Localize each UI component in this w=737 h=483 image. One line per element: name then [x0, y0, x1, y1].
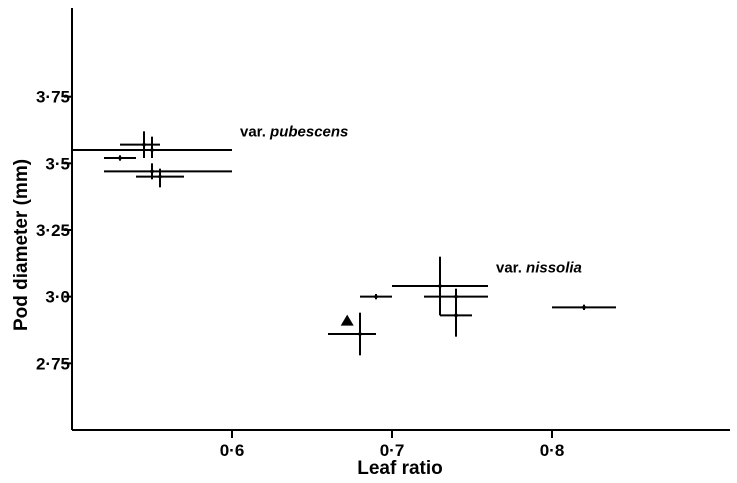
axes	[71, 8, 730, 431]
point-marker	[142, 142, 146, 147]
y-ticks: 2·75 3·0 3·25 3·5 3·75	[36, 88, 72, 373]
point-marker	[158, 174, 162, 179]
special-markers	[340, 314, 354, 326]
point-marker	[374, 294, 378, 299]
y-tick-label: 2·75	[36, 354, 70, 373]
x-tick-label: 0·8	[540, 441, 565, 460]
data-point	[440, 296, 472, 337]
point-marker	[118, 156, 122, 160]
data-point	[136, 168, 184, 188]
point-marker	[454, 313, 458, 318]
series-annotation: var. pubescens	[240, 124, 348, 141]
annotation-name: pubescens	[269, 124, 348, 141]
series-annotation: var. nissolia	[496, 260, 582, 277]
x-tick-label: 0·6	[220, 441, 245, 460]
y-tick-label: 3·5	[45, 154, 70, 173]
point-marker	[438, 284, 442, 288]
data-point	[552, 304, 616, 310]
x-axis-title: Leaf ratio	[357, 458, 443, 479]
y-tick-label: 3·75	[36, 88, 70, 107]
annotation-name: nissolia	[526, 260, 582, 277]
data-point	[360, 294, 392, 300]
point-marker	[150, 169, 154, 174]
data-point	[328, 312, 376, 356]
data-point	[104, 155, 136, 161]
x-tick-label: 0·7	[380, 441, 405, 460]
x-ticks: 0·6 0·7 0·8	[220, 430, 565, 460]
annotation-prefix: var.	[496, 260, 526, 277]
y-axis-title: Pod diameter (mm)	[11, 159, 32, 331]
data-point	[72, 136, 232, 158]
annotation-prefix: var.	[240, 124, 270, 141]
triangle-marker	[340, 314, 354, 326]
data-point	[392, 256, 488, 316]
y-tick-label: 3·0	[45, 288, 70, 307]
point-marker	[582, 305, 586, 310]
data-point	[120, 131, 160, 158]
point-marker	[150, 148, 154, 152]
point-marker	[358, 332, 362, 336]
y-tick-label: 3·25	[36, 221, 70, 240]
data-marks	[72, 131, 616, 356]
